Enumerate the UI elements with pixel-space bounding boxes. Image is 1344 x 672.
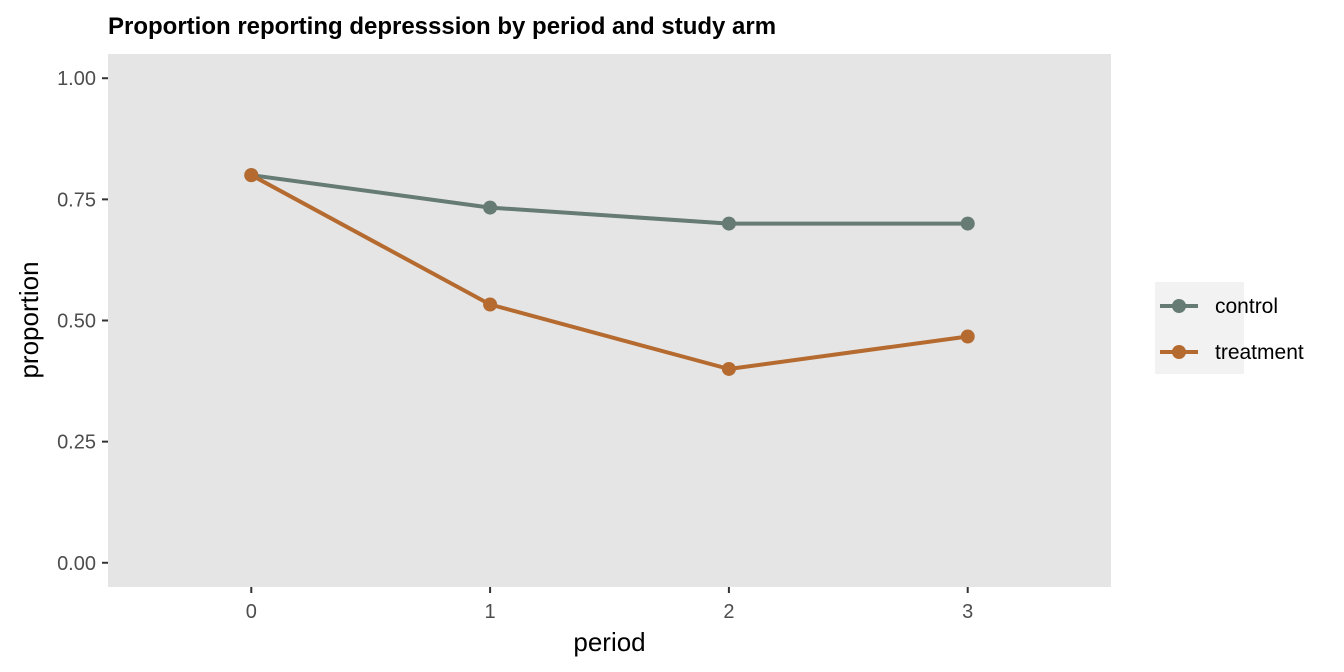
- series-line-control: [251, 173, 968, 226]
- x-axis: 0 1 2 3: [246, 587, 973, 623]
- x-tick-label: 1: [485, 601, 496, 623]
- data-point-control: [483, 200, 498, 215]
- y-axis: 0.00 0.25 0.50 0.75 1.00: [57, 68, 108, 575]
- data-point-control: [721, 216, 736, 231]
- data-point-treatment: [721, 361, 736, 376]
- data-point-treatment: [960, 329, 975, 344]
- y-tick-label: 0.00: [57, 553, 96, 575]
- x-axis-title: period: [573, 627, 645, 657]
- x-tick-label: 0: [246, 601, 257, 623]
- y-axis-title: proportion: [14, 261, 44, 378]
- x-tick-label: 3: [962, 601, 973, 623]
- legend-key-point: [1172, 299, 1186, 313]
- y-tick-label: 1.00: [57, 68, 96, 90]
- legend-background: [1155, 282, 1244, 374]
- legend-key-point: [1172, 345, 1186, 359]
- series-lines: [250, 173, 968, 371]
- y-tick-label: 0.50: [57, 311, 96, 333]
- y-tick-label: 0.25: [57, 432, 96, 454]
- plot-panel: [108, 54, 1111, 587]
- legend-label: control: [1215, 295, 1278, 318]
- chart-title: Proportion reporting depresssion by peri…: [108, 13, 776, 40]
- series-points: [244, 168, 975, 376]
- legend: control treatment: [1155, 282, 1304, 374]
- x-tick-label: 2: [723, 601, 734, 623]
- data-point-treatment: [244, 168, 259, 183]
- legend-label: treatment: [1215, 341, 1304, 364]
- data-point-treatment: [483, 297, 498, 312]
- data-point-control: [960, 216, 975, 231]
- y-tick-label: 0.75: [57, 189, 96, 211]
- series-line-treatment: [250, 173, 968, 371]
